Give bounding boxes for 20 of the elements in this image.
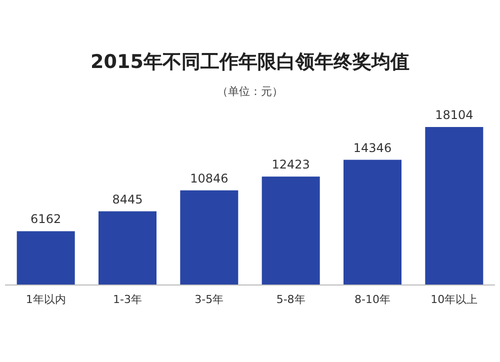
bar [98,211,156,285]
chart-subtitle: （单位：元） [217,85,283,98]
bar [16,231,75,285]
bar [425,127,484,285]
data-label: 10846 [190,171,228,186]
bar [180,190,238,285]
chart-title: 2015年不同工作年限白领年终奖均值 [90,51,410,73]
data-label: 18104 [435,108,474,122]
x-tick-label: 3-5年 [194,293,224,306]
data-label: 8445 [112,192,143,206]
data-label: 14346 [353,140,392,155]
x-tick-label: 1年以内 [26,293,66,306]
x-tick-label: 10年以上 [430,293,478,306]
data-label: 6162 [30,212,62,226]
bar [262,176,320,285]
x-tick-label: 5-8年 [276,293,306,306]
bar [344,160,402,285]
data-label: 12423 [272,158,310,172]
x-tick-label: 8-10年 [354,293,390,306]
x-tick-label: 1-3年 [113,293,142,306]
